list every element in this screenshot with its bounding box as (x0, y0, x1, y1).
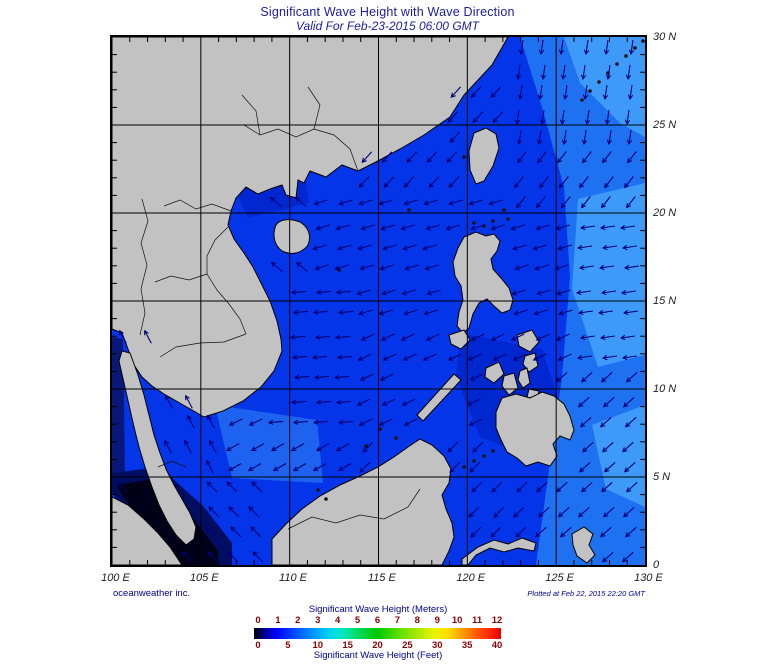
legend-tick: 10 (312, 640, 324, 651)
legend-tick: 30 (431, 640, 443, 651)
legend-tick: 3 (315, 615, 321, 626)
graticule-grid (112, 37, 645, 565)
land-cebu (517, 367, 531, 389)
legend-tick: 9 (434, 615, 440, 626)
legend-tick: 20 (372, 640, 383, 651)
lat-label: 20 N (653, 207, 677, 219)
lon-label: 115 E (367, 572, 396, 584)
legend-tick: 15 (342, 640, 353, 651)
legend-feet-label: Significant Wave Height (Feet) (313, 650, 443, 661)
page-title: Significant Wave Height with Wave Direct… (260, 5, 515, 19)
legend-tick: 0 (255, 640, 261, 651)
land-taiwan (468, 127, 500, 185)
legend-tick: 10 (451, 615, 463, 626)
legend-tick: 0 (255, 615, 261, 626)
lon-label: 130 E (634, 572, 663, 584)
legend-tick: 2 (295, 615, 301, 626)
lat-label: 30 N (653, 31, 677, 43)
land-panay (484, 361, 505, 384)
lat-label: 15 N (653, 295, 677, 307)
map-frame (110, 35, 647, 567)
lat-label: 10 N (653, 383, 677, 395)
legend-tick: 5 (285, 640, 291, 651)
land-hainan (273, 219, 311, 254)
lon-label: 105 E (189, 572, 219, 584)
land-sulawesi (461, 537, 537, 565)
land-samar (516, 329, 540, 353)
valid-time-subtitle: Valid For Feb-23-2015 06:00 GMT (296, 18, 479, 33)
credit-text: oceanweather inc. (113, 588, 191, 599)
legend-tick: 35 (461, 640, 473, 651)
land-borneo (271, 438, 455, 565)
lon-label: 110 E (279, 572, 307, 584)
land-luzon (452, 231, 514, 334)
legend-tick: 11 (472, 615, 483, 626)
small-islands (316, 39, 645, 501)
legend-tick: 7 (394, 615, 401, 626)
land-asia-mainland (112, 37, 509, 418)
plotted-timestamp: Plotted at Feb 22, 2015 22:20 GMT (527, 589, 645, 598)
land-malay-peninsula (118, 350, 197, 546)
legend-tick: 5 (354, 615, 361, 626)
legend-tick: 12 (491, 615, 503, 626)
lon-label: 100 E (101, 572, 130, 584)
lat-label: 5 N (653, 471, 671, 483)
land-leyte (522, 352, 539, 373)
wave-direction-arrows (116, 40, 639, 563)
land-sumatra (112, 496, 183, 565)
legend-tick: 1 (275, 615, 281, 626)
country-borders (139, 86, 421, 530)
land-halmahera (571, 526, 596, 564)
legend-meters-label: Significant Wave Height (Meters) (308, 604, 448, 615)
land-masses (112, 37, 596, 565)
legend-tick: 6 (374, 615, 381, 626)
land-mindoro (448, 329, 471, 350)
legend-tick: 25 (402, 640, 413, 651)
frame-minor-ticks (112, 37, 645, 565)
legend-tick: 4 (335, 615, 341, 626)
legend-colorbar (254, 628, 501, 639)
lon-label: 125 E (545, 572, 574, 584)
lat-label: 0 (653, 559, 660, 571)
map-svg (112, 37, 645, 565)
land-mindanao (495, 391, 575, 467)
legend-tick: 8 (414, 615, 420, 626)
land-palawan (416, 373, 462, 422)
legend-tick: 40 (491, 640, 503, 651)
lat-label: 25 N (653, 119, 677, 131)
lon-label: 120 E (456, 572, 486, 584)
